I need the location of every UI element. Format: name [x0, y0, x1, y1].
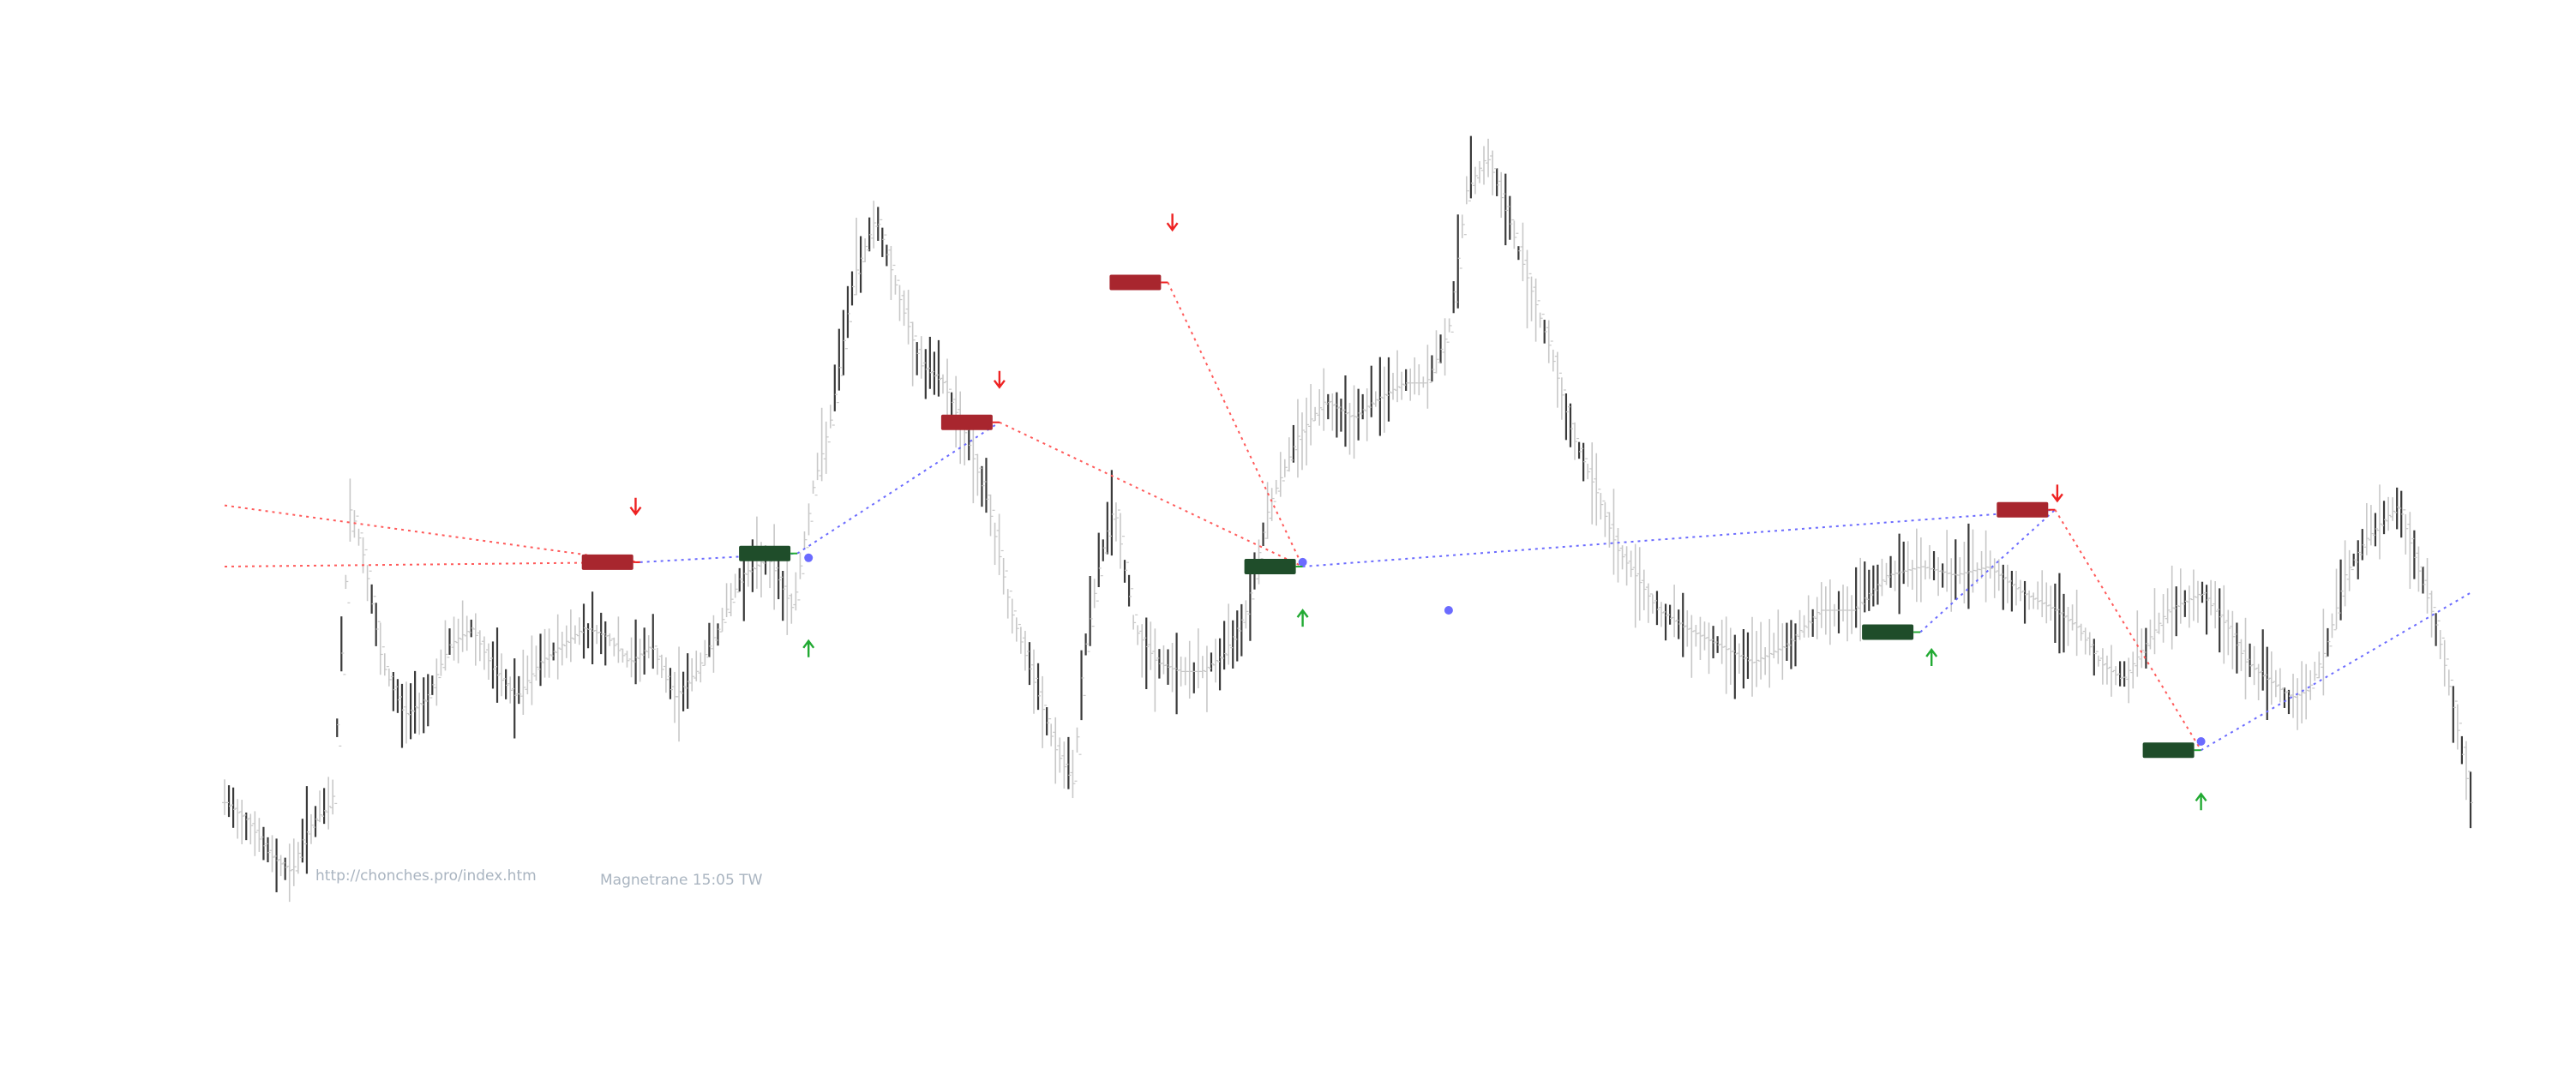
markers-layer	[804, 553, 2206, 746]
sell-signal-label	[940, 414, 993, 430]
pivot-marker	[1444, 606, 1453, 615]
up-arrow-icon	[2195, 792, 2207, 811]
down-arrow-icon	[993, 370, 1006, 389]
zigzag-line	[1919, 508, 2056, 633]
footer-caption: Magnetrane 15:05 TW	[600, 872, 763, 889]
footer-url: http://chonches.pro/index.htm	[315, 867, 537, 885]
zigzag-line	[1167, 282, 1304, 567]
pivot-marker	[1298, 557, 1307, 567]
pivot-marker	[2196, 737, 2206, 746]
zigzag-line	[2054, 509, 2202, 751]
pivot-marker	[804, 553, 814, 562]
down-arrow-icon	[629, 497, 642, 516]
arrows-layer	[629, 213, 2207, 811]
zigzag-line	[224, 561, 640, 567]
zigzag-line	[224, 504, 640, 563]
buy-signal-label	[739, 545, 791, 561]
zigzag-line	[999, 421, 1304, 567]
candles-layer	[222, 135, 2473, 903]
sell-signal-label	[581, 554, 633, 570]
down-arrow-icon	[1166, 213, 1179, 232]
up-arrow-icon	[802, 639, 815, 657]
buy-signal-label	[2142, 742, 2195, 759]
buy-signal-label	[1244, 559, 1296, 574]
zigzag-line	[1302, 508, 2056, 567]
up-arrow-icon	[1925, 648, 1938, 666]
up-arrow-icon	[1296, 609, 1309, 627]
down-arrow-icon	[2051, 484, 2063, 503]
buy-signal-label	[1862, 624, 1914, 640]
signals-layer	[581, 274, 2201, 759]
sell-signal-label	[1997, 501, 2049, 518]
zigzag-line	[796, 421, 1000, 555]
sell-signal-label	[1109, 274, 1162, 291]
